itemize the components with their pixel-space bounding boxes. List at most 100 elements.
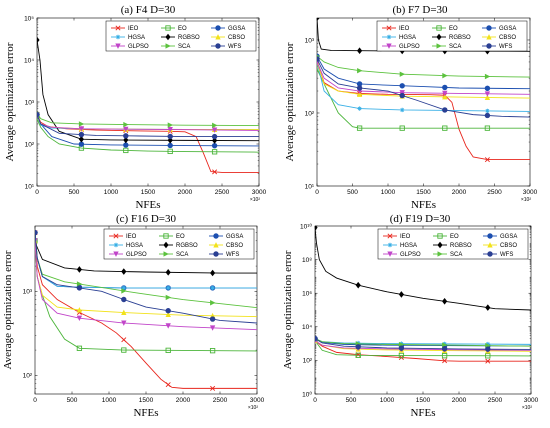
legend-marker <box>163 241 169 249</box>
x-tick-label: 2500 <box>215 189 230 196</box>
legend-label: IEO <box>126 234 137 240</box>
legend-marker <box>115 34 121 40</box>
series-marker-cbso <box>356 91 363 97</box>
x-tick-label: 0 <box>313 397 317 404</box>
series-marker-cbso <box>121 309 127 316</box>
x-tick-label: 1500 <box>141 189 156 196</box>
series-marker-hgsa <box>166 285 171 291</box>
x-tick-label: 1000 <box>380 397 395 404</box>
y-tick-label: 10⁶ <box>302 291 312 298</box>
series-marker-eo <box>167 148 173 155</box>
series-marker-eo <box>441 353 448 359</box>
series-line-rgbso <box>37 39 259 142</box>
y-tick-label: 10² <box>303 358 313 365</box>
series-marker-rgbso <box>315 226 318 231</box>
series-marker-wfs <box>315 335 318 342</box>
series-line-sca <box>315 338 531 347</box>
series-marker-eo <box>37 116 40 122</box>
series-marker-hgsa <box>485 341 490 347</box>
legend: IEO EO GGSA HGSA RGBSO CBSO GLPSO SCA WFS <box>105 20 257 52</box>
legend-label: GGSA <box>499 26 516 32</box>
series-marker-cbso <box>442 94 448 100</box>
y-axis-label: Average optimization error <box>4 42 16 161</box>
series-marker-eo <box>76 345 83 351</box>
series-marker-ggsa <box>78 141 85 147</box>
series-marker-hgsa <box>485 108 490 114</box>
legend-marker <box>486 43 492 49</box>
x-axis-label: NFEs <box>411 199 436 211</box>
legend-marker <box>436 43 442 49</box>
x-tick-label: 500 <box>67 397 78 404</box>
y-tick-label: 10³ <box>23 289 33 296</box>
series-marker-cbso <box>76 307 83 313</box>
series-marker-sca <box>121 288 127 294</box>
legend-marker <box>437 233 443 239</box>
chart-panel-1: (a) F4 D=30 Average optimization error NFE… <box>4 4 267 211</box>
series-marker-wfs <box>37 111 40 118</box>
x-axis-multiplier: ×10² <box>521 197 531 203</box>
legend-marker <box>387 233 393 239</box>
series-marker-cbso <box>165 311 171 318</box>
series-marker-sca <box>165 294 172 301</box>
y-axis-label: Average optimization error <box>284 42 296 161</box>
legend-label: SCA <box>176 252 188 258</box>
legend-label: CBSO <box>499 35 516 41</box>
series-marker-rgbso <box>165 269 171 276</box>
series-marker-rgbso <box>210 269 216 277</box>
legend-label: GLPSO <box>399 44 420 50</box>
series-marker-sca <box>212 122 218 129</box>
legend-label: CBSO <box>228 35 245 41</box>
y-axis-label: Average optimization error <box>2 250 14 369</box>
x-tick-label: 1500 <box>416 189 431 196</box>
y-tick-label: 10³ <box>25 99 35 106</box>
legend-box <box>376 20 528 52</box>
series-marker-glpso <box>78 126 85 132</box>
series-marker-wfs <box>484 112 491 119</box>
series-line-ieo <box>35 232 257 389</box>
series-marker-ggsa <box>167 142 173 149</box>
series-marker-wfs <box>441 346 448 352</box>
legend-marker <box>386 43 392 49</box>
legend-label: RGBSO <box>178 35 200 41</box>
series-marker-ieo <box>484 157 490 163</box>
legend-marker <box>213 242 219 248</box>
legend: IEO EO GGSA HGSA RGBSO CBSO GLPSO SCA WFS <box>376 20 528 52</box>
series-marker-glpso <box>442 90 448 97</box>
legend-label: IEO <box>400 234 411 240</box>
series-marker-ieo <box>121 337 127 343</box>
series-marker-glpso <box>211 127 218 133</box>
series-line-wfs <box>35 232 257 324</box>
series-marker-glpso <box>76 315 83 322</box>
series-marker-rgbso <box>212 137 218 144</box>
x-axis-label: NFEs <box>135 199 160 211</box>
x-tick-label: 1000 <box>104 189 119 196</box>
legend-label: IEO <box>128 26 139 32</box>
series-marker-wfs <box>211 133 218 140</box>
y-tick-label: 10¹ <box>25 183 35 190</box>
legend-marker <box>487 251 493 257</box>
series-marker-rgbso <box>76 266 82 273</box>
series-marker-eo <box>121 347 127 353</box>
series-marker-eo <box>123 147 129 154</box>
series-marker-eo <box>355 352 361 358</box>
series-marker-rgbso <box>37 36 40 44</box>
legend-box <box>377 228 529 260</box>
series-marker-rgbso <box>121 268 127 275</box>
series-marker-wfs <box>167 133 173 140</box>
legend: IEO EO GGSA HGSA RGBSO CBSO GLPSO SCA WFS <box>103 228 255 260</box>
x-axis-label: NFEs <box>133 407 158 419</box>
series-marker-rgbso <box>485 304 491 311</box>
legend-label: HGSA <box>400 243 417 249</box>
x-tick-label: 500 <box>346 397 357 404</box>
series-marker-sca <box>123 121 129 128</box>
series-marker-sca <box>76 281 83 287</box>
y-tick-label: 10² <box>305 110 315 117</box>
y-tick-label: 10⁵ <box>24 15 34 22</box>
x-tick-label: 2500 <box>213 397 228 404</box>
series-marker-rgbso <box>398 291 404 298</box>
x-tick-label: 2000 <box>178 189 193 196</box>
series-line-ggsa <box>317 55 530 90</box>
legend-label: WFS <box>499 44 512 50</box>
x-tick-label: 500 <box>347 189 358 196</box>
